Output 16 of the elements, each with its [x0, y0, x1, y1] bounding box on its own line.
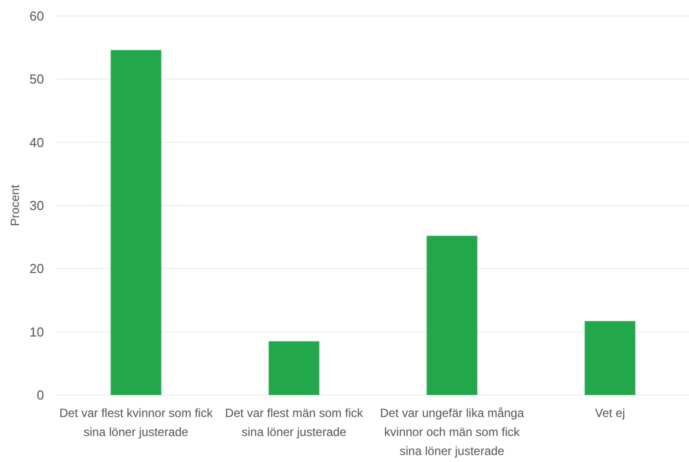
bar [268, 341, 320, 395]
y-tick-label: 60 [30, 8, 44, 24]
y-tick-label: 0 [36, 388, 44, 403]
bar [426, 236, 478, 395]
x-tick-label: Det var ungefär lika många kvinnor och män som fick sina löner justerade [380, 406, 524, 458]
bar [110, 50, 162, 395]
bar [584, 321, 636, 395]
y-axis-title: Procent [8, 184, 22, 226]
x-tick-label: Vet ej [594, 406, 626, 420]
y-tick-label: 50 [30, 72, 44, 87]
y-tick-label: 10 [30, 324, 44, 340]
y-tick-label: 20 [30, 261, 44, 276]
y-tick-label: 40 [30, 134, 44, 150]
y-tick-label: 30 [30, 198, 44, 214]
x-tick-label: Det var flest män som fick sina löner justerade [224, 406, 364, 439]
x-tick-label: Det var flest kvinnor som fick sina löner justerade [59, 406, 214, 439]
